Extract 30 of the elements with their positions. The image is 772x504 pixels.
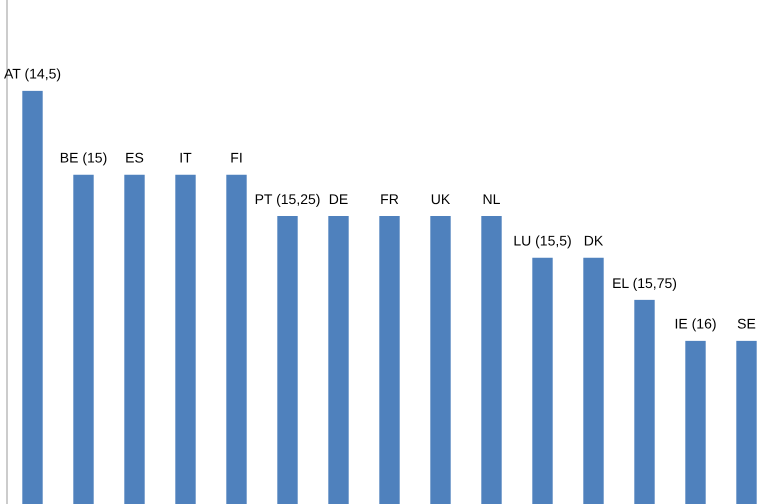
x-tick-label: DE [328, 190, 348, 207]
bar [532, 258, 553, 504]
x-tick-label: FI [230, 150, 243, 166]
x-tick-label: LU (15,5) [513, 232, 572, 249]
x-tick-label: AT (14,5) [4, 66, 62, 82]
bar [124, 174, 145, 504]
bar [277, 216, 298, 504]
bar [583, 258, 604, 504]
x-tick-label: ES [125, 150, 144, 166]
bar [685, 340, 706, 504]
x-tick-label: FR [380, 190, 399, 207]
x-tick-label: PT (15,25) [254, 190, 320, 207]
x-tick-label: IT [179, 150, 192, 166]
bar [22, 90, 43, 504]
x-tick-label: DK [584, 232, 604, 249]
x-tick-label: UK [430, 190, 451, 207]
x-tick-label: EL (15,75) [612, 274, 677, 291]
x-tick-label: NL [482, 190, 501, 207]
x-tick-label: IE (16) [674, 316, 717, 332]
bar [328, 216, 349, 504]
x-tick-label: SE [737, 316, 756, 332]
bar [430, 216, 451, 504]
bar [73, 174, 94, 504]
bar [226, 174, 247, 504]
bar [634, 300, 655, 504]
x-tick-label: BE (15) [60, 150, 108, 166]
bar [736, 340, 757, 504]
bar [175, 174, 196, 504]
bar [481, 216, 502, 504]
bar [379, 216, 400, 504]
